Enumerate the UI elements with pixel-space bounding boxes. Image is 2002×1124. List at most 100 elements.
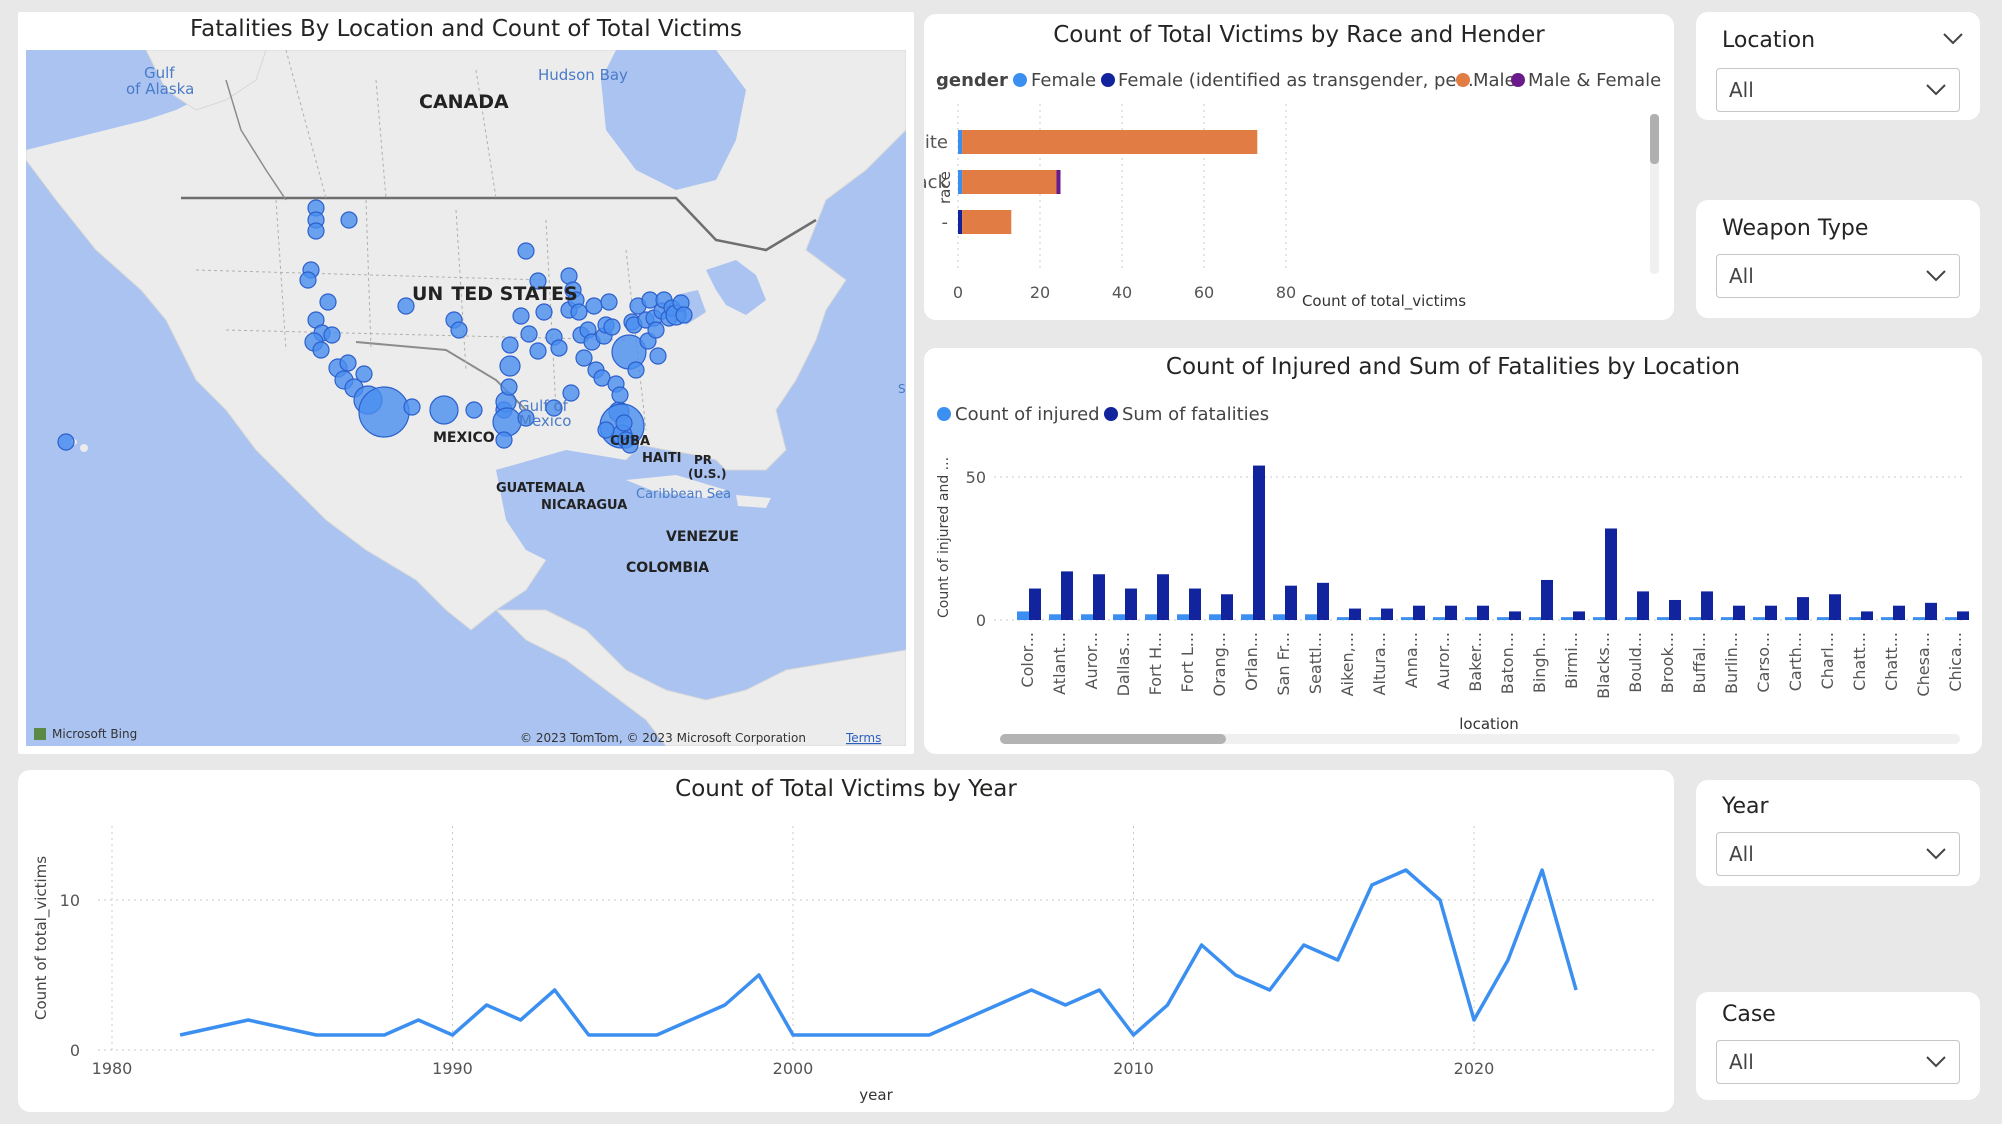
map-bubble[interactable] — [501, 336, 519, 354]
map-bubble[interactable] — [621, 436, 639, 454]
injured-bar — [1017, 611, 1029, 620]
chevron-down-icon — [1926, 270, 1946, 282]
map-bubble[interactable] — [355, 365, 373, 383]
map-bubble[interactable] — [597, 421, 615, 439]
map-state-lines — [195, 50, 647, 431]
location-slicer[interactable]: Location All — [1696, 12, 1980, 120]
year-x-tick: 2020 — [1454, 1059, 1495, 1078]
injured-bar — [1957, 611, 1969, 620]
race-y-axis-title: race — [936, 171, 954, 204]
weapon-dropdown[interactable]: All — [1716, 254, 1960, 298]
map-bubble[interactable] — [570, 303, 588, 321]
injured-bar — [1529, 617, 1541, 620]
year-x-tick: 1980 — [92, 1059, 133, 1078]
weapon-dropdown-value: All — [1729, 264, 1754, 288]
injured-bar — [1445, 605, 1457, 620]
map-bubble[interactable] — [517, 409, 535, 427]
map-bubble[interactable] — [323, 326, 341, 344]
map-bubble[interactable] — [675, 306, 693, 324]
map-canvas[interactable]: Gulf of Alaska Hudson Bay Gulf of Mexico… — [26, 50, 906, 746]
race-chart-canvas: gender Female Female (identified as tran… — [924, 70, 1661, 311]
injured-x-tick: Chesa... — [1914, 632, 1933, 697]
injured-x-tick: Fort L... — [1178, 632, 1197, 693]
injured-fatalities-chart[interactable]: Count of Injured and Sum of Fatalities b… — [924, 348, 1982, 754]
map-visual[interactable]: Fatalities By Location and Count of Tota… — [18, 12, 914, 754]
injured-h-scrollbar-thumb[interactable] — [1000, 734, 1226, 744]
map-bubble[interactable] — [319, 293, 337, 311]
map-bubble[interactable] — [312, 341, 330, 359]
map-bubble[interactable] — [535, 303, 553, 321]
map-bubble[interactable] — [465, 401, 483, 419]
injured-bar — [1849, 617, 1861, 620]
race-legend-label: Female — [1031, 70, 1096, 91]
map-bubble[interactable] — [575, 349, 593, 367]
map-bubble[interactable] — [340, 211, 358, 229]
map-bubble[interactable] — [649, 347, 667, 365]
map-bubble[interactable] — [299, 271, 317, 289]
injured-x-tick: Chica... — [1946, 632, 1965, 692]
map-bubble[interactable] — [57, 433, 75, 451]
injured-y-axis-title: Count of injured and ... — [936, 457, 952, 618]
map-bing-logo: Microsoft Bing — [52, 727, 137, 741]
map-bubble[interactable] — [358, 386, 410, 438]
map-bubble[interactable] — [627, 361, 645, 379]
injured-bar — [1093, 574, 1105, 620]
race-scrollbar-thumb[interactable] — [1650, 114, 1659, 164]
year-x-tick: 1990 — [432, 1059, 473, 1078]
map-bubble[interactable] — [545, 399, 563, 417]
injured-legend-label: Count of injured — [955, 404, 1100, 425]
map-bubble[interactable] — [397, 297, 415, 315]
map-bubble[interactable] — [512, 307, 530, 325]
map-bubble[interactable] — [403, 398, 421, 416]
year-dropdown[interactable]: All — [1716, 832, 1960, 876]
race-bar-segment — [962, 210, 1012, 234]
map-bubble[interactable] — [562, 384, 580, 402]
map-bubble[interactable] — [307, 222, 325, 240]
map-bubble[interactable] — [647, 321, 665, 339]
injured-x-tick: Baker... — [1466, 632, 1485, 692]
map-bubble[interactable] — [550, 339, 568, 357]
chevron-down-icon[interactable] — [1942, 32, 1964, 46]
chevron-down-icon — [1926, 1056, 1946, 1068]
map-bubble[interactable] — [517, 242, 535, 260]
injured-h-scrollbar[interactable] — [1000, 734, 1960, 744]
map-bubble[interactable] — [585, 297, 603, 315]
year-slicer[interactable]: Year All — [1696, 780, 1980, 886]
location-dropdown[interactable]: All — [1716, 68, 1960, 112]
map-bubble[interactable] — [603, 318, 621, 336]
injured-chart-title: Count of Injured and Sum of Fatalities b… — [1165, 354, 1741, 380]
race-legend-marker — [1101, 73, 1115, 87]
injured-x-tick: Orlan... — [1242, 632, 1261, 691]
year-series-line[interactable] — [179, 868, 1578, 1037]
case-slicer[interactable]: Case All — [1696, 992, 1980, 1100]
map-bubble[interactable] — [500, 378, 518, 396]
location-slicer-title: Location — [1722, 28, 1816, 53]
injured-bar — [1925, 602, 1937, 620]
map-bubble[interactable] — [520, 325, 538, 343]
injured-x-tick: Carth... — [1786, 632, 1805, 691]
map-label-caribbean: Caribbean Sea — [636, 487, 731, 502]
map-bubble[interactable] — [615, 414, 633, 432]
injured-bar — [1657, 617, 1669, 620]
injured-bar — [1893, 605, 1905, 620]
map-bubble[interactable] — [529, 272, 547, 290]
race-category-label: - — [942, 212, 949, 233]
injured-bar — [1253, 465, 1265, 620]
case-dropdown[interactable]: All — [1716, 1040, 1960, 1084]
injured-bar — [1061, 571, 1073, 620]
map-bubble[interactable] — [495, 431, 513, 449]
injured-x-tick: Bingh... — [1530, 632, 1549, 693]
map-bubble[interactable] — [611, 386, 629, 404]
map-bubble[interactable] — [450, 321, 468, 339]
race-gender-chart[interactable]: Count of Total Victims by Race and Hende… — [924, 14, 1674, 320]
map-bubble[interactable] — [429, 395, 459, 425]
map-bubble[interactable] — [600, 293, 618, 311]
map-bubble[interactable] — [492, 407, 522, 437]
map-label-colombia: COLOMBIA — [626, 560, 709, 576]
year-chart-title: Count of Total Victims by Year — [675, 776, 1017, 802]
map-bubble[interactable] — [529, 342, 547, 360]
map-bubble[interactable] — [499, 355, 521, 377]
victims-by-year-chart[interactable]: Count of Total Victims by Year Count of … — [18, 770, 1674, 1112]
map-bubble[interactable] — [339, 354, 357, 372]
weapon-type-slicer[interactable]: Weapon Type All — [1696, 200, 1980, 318]
